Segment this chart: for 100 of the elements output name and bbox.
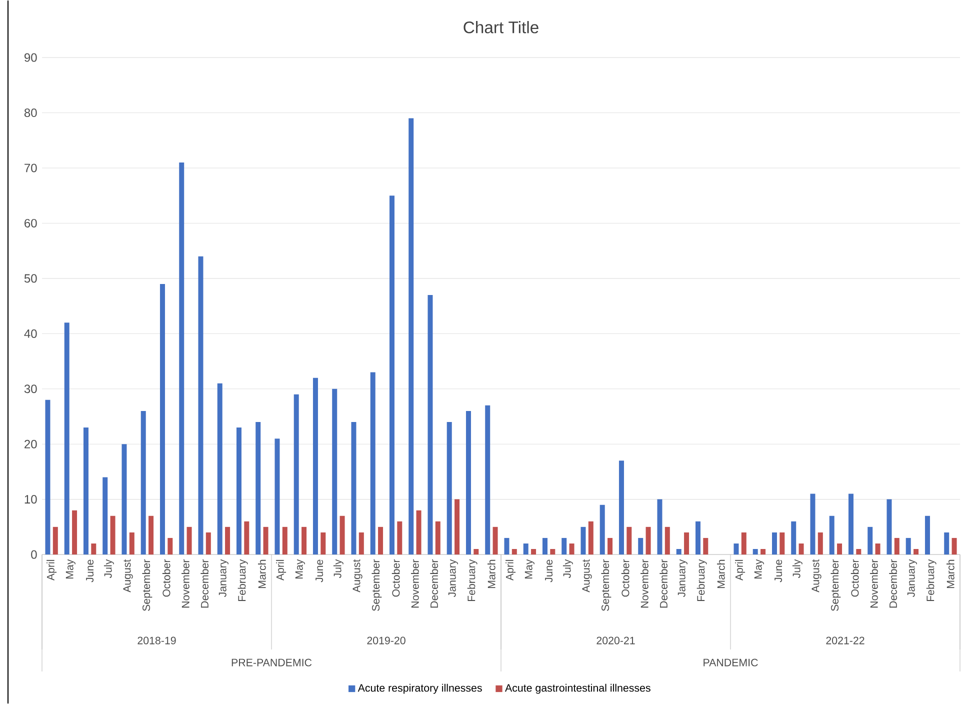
bar bbox=[924, 516, 930, 554]
bar bbox=[600, 504, 605, 554]
bar bbox=[542, 538, 548, 554]
x-tick-label: October bbox=[162, 559, 170, 597]
x-tick-label: October bbox=[392, 559, 400, 597]
x-tick-label: August bbox=[582, 559, 592, 592]
bar bbox=[657, 499, 662, 554]
bar bbox=[206, 532, 211, 554]
y-tick-label: 20 bbox=[24, 440, 37, 448]
bar bbox=[140, 410, 146, 554]
bar bbox=[906, 538, 911, 554]
bar bbox=[492, 526, 498, 554]
y-tick-label: 50 bbox=[24, 274, 37, 283]
bar bbox=[741, 532, 746, 554]
bar bbox=[64, 322, 70, 554]
text: 2021-22 bbox=[826, 636, 864, 644]
bar bbox=[760, 548, 766, 554]
x-tick-label: July bbox=[562, 559, 573, 578]
x-tick-label: September bbox=[372, 559, 382, 611]
x-tick-label: November bbox=[640, 559, 648, 608]
x-tick-label: August bbox=[123, 559, 133, 592]
bar bbox=[428, 294, 433, 554]
bar bbox=[944, 532, 950, 554]
legend-label: Acute gastrointestinal illnesses bbox=[505, 684, 650, 694]
y-tick-label: 90 bbox=[24, 53, 37, 62]
bar bbox=[684, 532, 690, 554]
bar bbox=[83, 427, 88, 554]
x-tick-label: September bbox=[142, 559, 152, 611]
x-tick-label: February bbox=[467, 559, 478, 602]
bar bbox=[160, 284, 165, 554]
bar bbox=[370, 372, 376, 554]
bar bbox=[389, 196, 394, 554]
bar bbox=[752, 548, 758, 554]
bar bbox=[446, 422, 452, 554]
x-tick-label: January bbox=[218, 559, 228, 597]
text: PRE-PANDEMIC bbox=[232, 658, 312, 666]
text: 2018-19 bbox=[138, 636, 176, 644]
bar bbox=[914, 548, 919, 554]
bar bbox=[886, 499, 892, 554]
bar bbox=[263, 526, 268, 554]
bar bbox=[810, 494, 816, 554]
x-tick-label: July bbox=[333, 559, 344, 578]
bar bbox=[282, 526, 288, 554]
bar bbox=[358, 532, 364, 554]
bar bbox=[466, 410, 471, 554]
bar bbox=[791, 521, 796, 554]
x-tick-label: December bbox=[889, 559, 897, 608]
bar bbox=[302, 526, 307, 554]
bar bbox=[608, 538, 613, 554]
y-tick-label: 70 bbox=[24, 164, 37, 172]
x-tick-label: April bbox=[735, 560, 746, 581]
bar bbox=[772, 532, 777, 554]
bar bbox=[378, 526, 384, 554]
bar bbox=[256, 422, 261, 554]
bar bbox=[45, 400, 50, 554]
bar bbox=[734, 543, 739, 554]
bar bbox=[52, 526, 58, 554]
y-tick-label: 80 bbox=[24, 108, 37, 117]
bar bbox=[829, 516, 834, 554]
x-tick-label: March bbox=[717, 560, 725, 588]
x-tick-label: November bbox=[411, 559, 419, 608]
x-tick-label: March bbox=[488, 560, 496, 588]
bar bbox=[818, 532, 823, 554]
x-tick-label: January bbox=[448, 559, 458, 597]
bar bbox=[868, 526, 873, 554]
bar bbox=[875, 543, 880, 554]
x-tick-label: June bbox=[774, 560, 782, 582]
bar bbox=[454, 499, 460, 554]
bar bbox=[504, 538, 510, 554]
x-tick-label: June bbox=[86, 560, 94, 582]
bar bbox=[569, 543, 574, 554]
x-tick-label: August bbox=[812, 559, 822, 592]
y-tick-label: 60 bbox=[24, 218, 37, 228]
x-tick-label: May bbox=[524, 559, 534, 578]
bar bbox=[110, 516, 116, 554]
bar bbox=[186, 526, 192, 554]
x-tick-label: November bbox=[182, 559, 190, 608]
bar bbox=[952, 538, 957, 554]
x-tick-label: April bbox=[506, 560, 516, 581]
x-tick-label: January bbox=[907, 559, 917, 597]
bar bbox=[646, 526, 651, 554]
bar bbox=[618, 460, 624, 554]
y-tick-label: 40 bbox=[24, 329, 37, 338]
bar bbox=[225, 526, 230, 554]
x-tick-label: November bbox=[870, 559, 878, 608]
bar bbox=[244, 521, 250, 554]
bar bbox=[856, 548, 862, 554]
bar bbox=[198, 256, 204, 554]
x-tick-label: December bbox=[660, 559, 668, 608]
x-tick-label: May bbox=[754, 559, 764, 578]
bar bbox=[397, 521, 402, 554]
bar bbox=[72, 510, 78, 554]
bar bbox=[129, 532, 134, 554]
x-tick-label: April bbox=[46, 560, 57, 581]
x-tick-label: September bbox=[830, 559, 841, 611]
bar bbox=[122, 444, 127, 554]
x-tick-label: February bbox=[696, 559, 707, 602]
bar bbox=[274, 438, 280, 554]
bar bbox=[168, 538, 173, 554]
chart-title: Chart Title bbox=[464, 21, 538, 34]
